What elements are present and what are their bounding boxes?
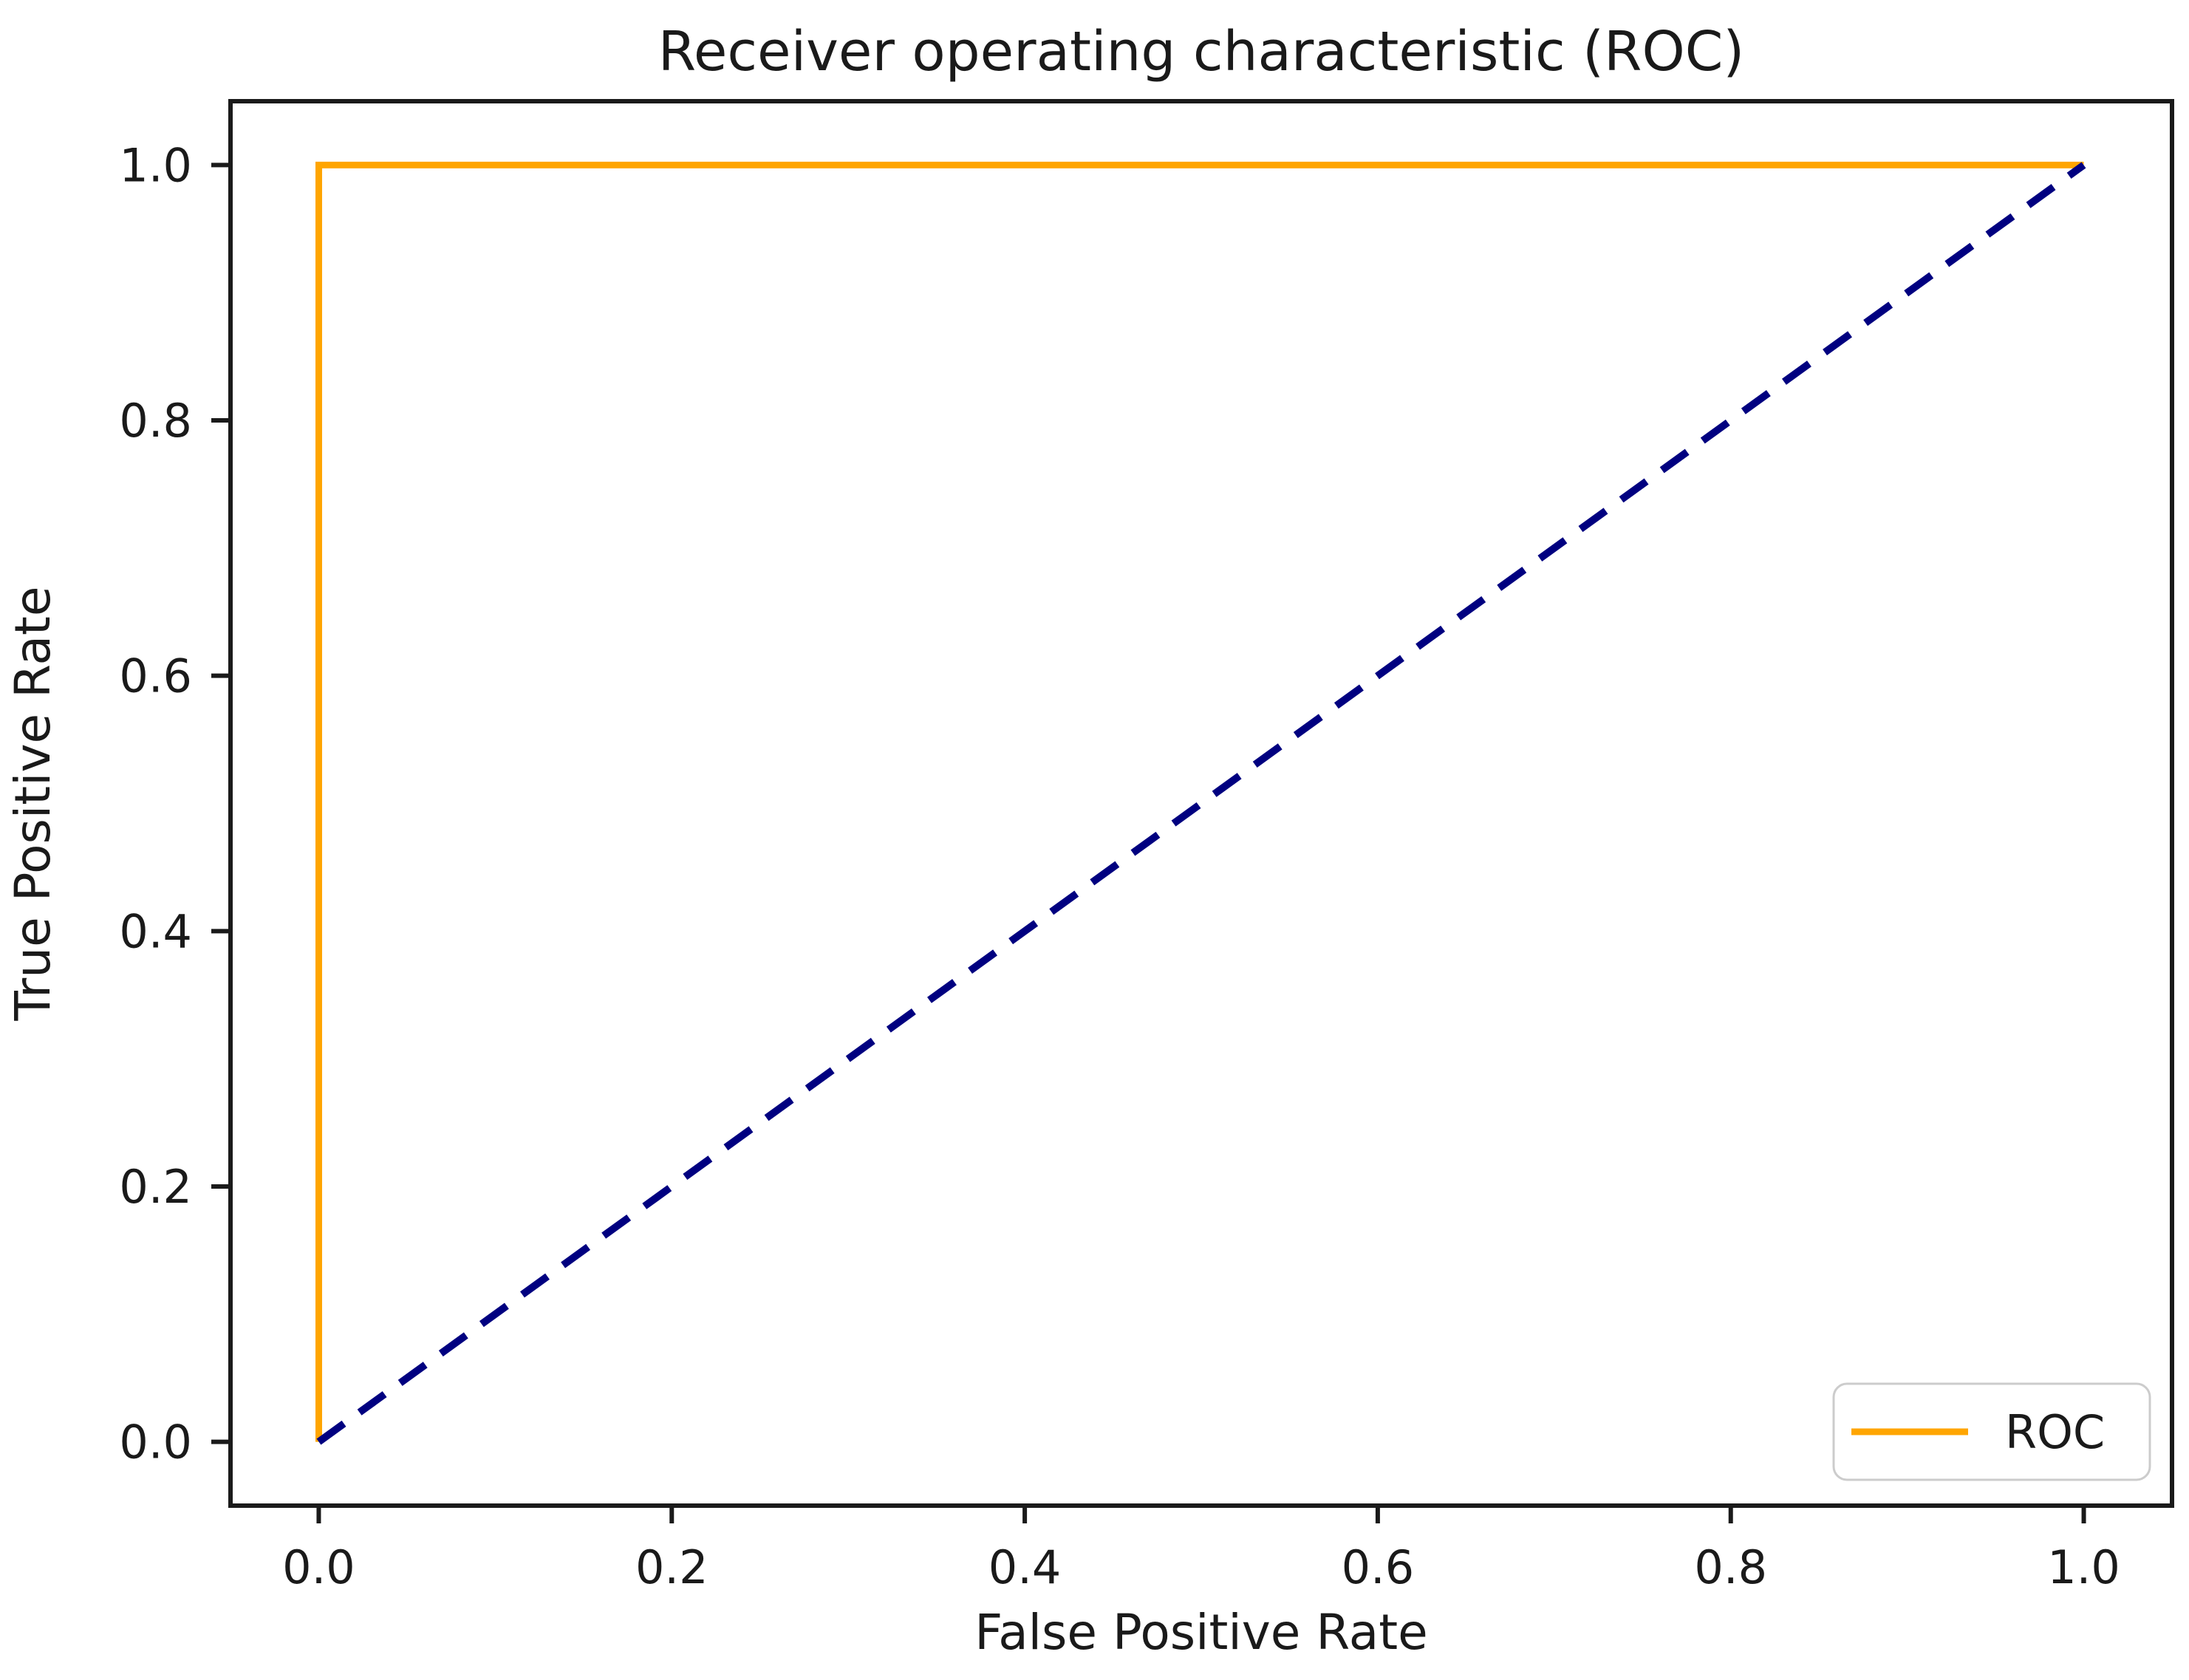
legend-box (1832, 1382, 2151, 1481)
y-tick-label: 0.2 (119, 1160, 192, 1214)
y-tick-label: 0.6 (119, 649, 192, 703)
legend: ROC (1832, 1382, 2151, 1481)
x-axis-ticks: 0.0 0.2 0.4 0.6 0.8 1.0 (282, 1506, 2120, 1594)
y-axis-ticks: 0.0 0.2 0.4 0.6 0.8 1.0 (119, 138, 230, 1469)
x-axis-label: False Positive Rate (974, 1604, 1427, 1661)
y-tick-label: 1.0 (119, 138, 192, 192)
y-tick-label: 0.4 (119, 904, 192, 958)
chance-diagonal-line (316, 162, 2086, 1445)
y-tick-label: 0.0 (119, 1416, 192, 1469)
axes-spines (228, 99, 2174, 1508)
x-tick-label: 0.0 (282, 1540, 355, 1594)
series-lines (315, 161, 2086, 1445)
y-tick-label: 0.8 (119, 394, 192, 448)
chart-title: Receiver operating characteristic (ROC) (658, 20, 1745, 83)
x-tick-label: 1.0 (2047, 1540, 2120, 1594)
x-tick-label: 0.6 (1342, 1540, 1415, 1594)
x-tick-label: 0.4 (988, 1540, 1062, 1594)
y-axis-label: True Positive Rate (4, 587, 61, 1022)
x-tick-label: 0.2 (635, 1540, 708, 1594)
roc-curve-line (315, 161, 2084, 1442)
x-tick-label: 0.8 (1694, 1540, 1767, 1594)
legend-roc-label: ROC (2005, 1405, 2105, 1459)
